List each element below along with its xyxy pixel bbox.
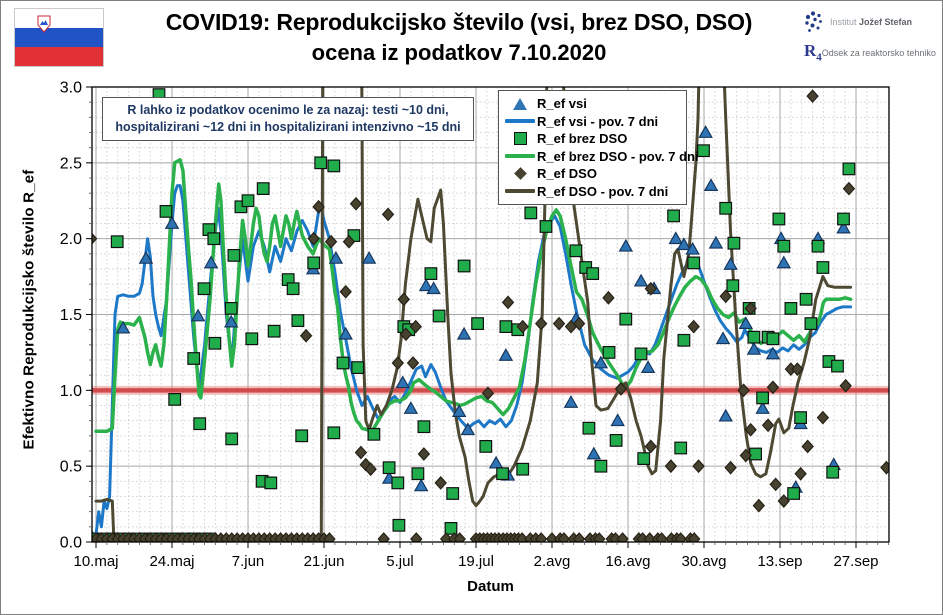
x-tick-label: 7.jun [232, 553, 265, 570]
page-title-line2: ocena iz podatkov 7.10.2020 [311, 40, 607, 65]
slovenia-coat-of-arms-icon [37, 15, 51, 33]
y-tick-label: 0.0 [60, 535, 82, 552]
series-line-5 [94, 87, 853, 542]
y-axis-title: Efektivno Reprodukcijsko število R_ef [20, 169, 38, 450]
x-tick-label: 19.jul [458, 553, 494, 570]
legend-item-vsi-pov7: R_ef vsi - pov. 7 dni [503, 113, 680, 131]
note-line2: hospitalizirani ~12 dni in hospitalizira… [115, 120, 461, 134]
y-tick-label: 0.5 [60, 459, 82, 476]
chart-title-block: COVID19: Reprodukcijsko število (vsi, br… [109, 6, 809, 68]
square-marker-icon [503, 132, 537, 146]
y-tick-label: 2.5 [60, 155, 82, 172]
dark-line-icon [503, 189, 537, 194]
r4-monogram: R4 [804, 41, 822, 64]
y-tick-label: 3.0 [60, 80, 82, 97]
x-tick-label: 2.avg [534, 553, 571, 570]
x-tick-label: 13.sep [757, 553, 802, 570]
flag-stripe-white [15, 9, 103, 28]
legend-item-brez-dso-pov7: R_ef brez DSO - pov. 7 dni [503, 148, 699, 166]
x-tick-label: 5.jul [386, 553, 414, 570]
diamond-marker-icon [503, 167, 537, 181]
x-tick-label: 27.sep [833, 553, 878, 570]
x-tick-label: 24.maj [149, 553, 194, 570]
green-line-icon [503, 154, 537, 159]
triangle-marker-icon [503, 97, 537, 110]
institute-logo-row: Institut Jožef Stefan [804, 11, 936, 33]
slovenia-flag [15, 9, 103, 66]
estimation-note-box: R lahko iz podatkov ocenimo le za nazaj:… [102, 97, 474, 141]
chart-legend: R_ef vsi R_ef vsi - pov. 7 dni R_ef brez… [498, 90, 699, 205]
page-title-line1: COVID19: Reprodukcijsko število (vsi, br… [165, 9, 753, 35]
institute-name-light: Institut [830, 17, 857, 27]
legend-item-vsi: R_ef vsi [503, 95, 680, 113]
x-axis-title: Datum [467, 578, 514, 595]
x-tick-label: 30.avg [681, 553, 726, 570]
y-tick-label: 1.0 [60, 383, 82, 400]
legend-item-dso-pov7: R_ef DSO - pov. 7 dni [503, 183, 680, 201]
institute-name: Institut Jožef Stefan [830, 17, 912, 27]
x-tick-label: 10.maj [73, 553, 118, 570]
legend-item-dso: R_ef DSO [503, 165, 680, 183]
x-tick-label: 21.jun [304, 553, 345, 570]
x-tick-label: 16.avg [605, 553, 650, 570]
blue-line-icon [503, 119, 537, 124]
series-points-diamond [92, 89, 889, 542]
flag-stripe-red [15, 46, 103, 66]
department-name: Odsek za reaktorsko tehniko [821, 47, 936, 58]
y-tick-label: 1.5 [60, 307, 82, 324]
flag-stripe-blue [15, 27, 103, 47]
department-logo-row: R4 Odsek za reaktorsko tehniko [804, 42, 936, 63]
institute-name-bold: Jožef Stefan [859, 17, 913, 27]
y-tick-label: 2.0 [60, 231, 82, 248]
institute-logo: Institut Jožef Stefan R4 Odsek za reakto… [804, 11, 936, 72]
series-line-1 [94, 184, 853, 536]
legend-item-brez-dso: R_ef brez DSO [503, 130, 680, 148]
note-line1: R lahko iz podatkov ocenimo le za nazaj:… [127, 103, 449, 117]
ijs-dots-icon [805, 11, 822, 32]
